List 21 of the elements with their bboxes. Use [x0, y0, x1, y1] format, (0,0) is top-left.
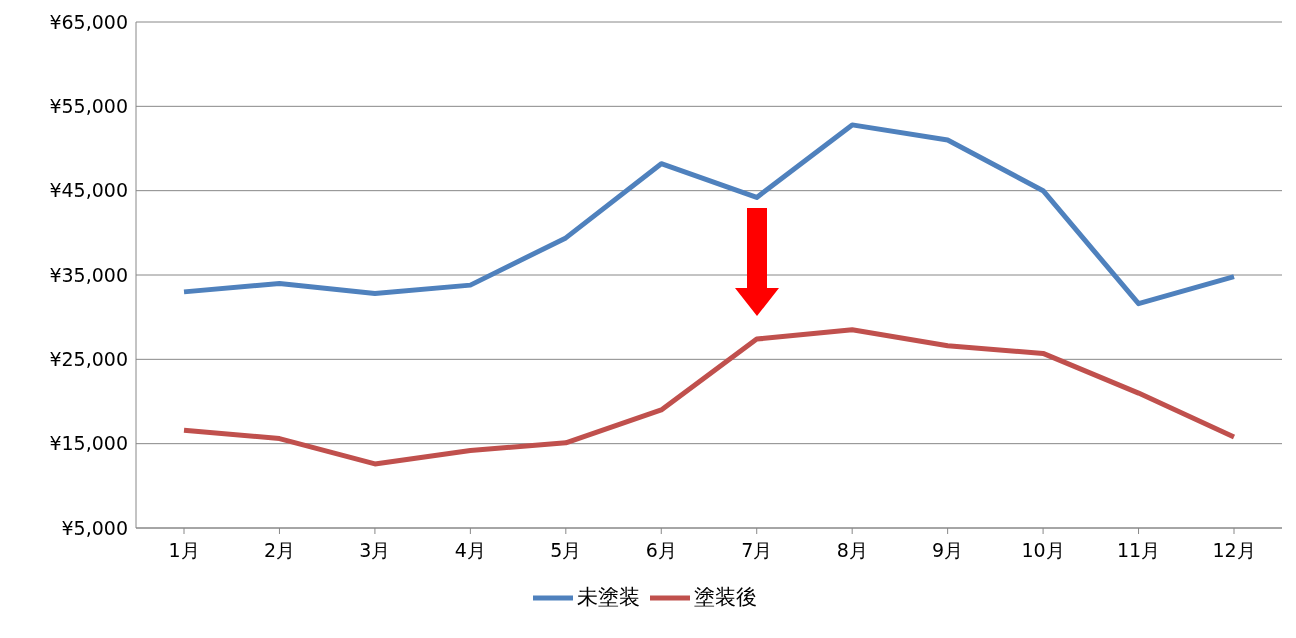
- x-tick-label: 2月: [263, 539, 295, 562]
- x-tick-label: 6月: [645, 539, 677, 562]
- x-tick-label: 5月: [550, 539, 582, 562]
- y-tick-label: ¥35,000: [49, 263, 128, 286]
- x-tick-label: 1月: [168, 539, 200, 562]
- x-tick-label: 9月: [932, 539, 964, 562]
- x-tick-label: 11月: [1116, 539, 1161, 562]
- x-tick-label: 3月: [359, 539, 391, 562]
- x-tick-label: 8月: [836, 539, 868, 562]
- y-tick-label: ¥55,000: [49, 95, 128, 118]
- x-tick-label: 4月: [454, 539, 486, 562]
- x-tick-label: 10月: [1021, 539, 1065, 562]
- y-tick-label: ¥5,000: [61, 516, 128, 539]
- y-tick-label: ¥45,000: [49, 179, 128, 202]
- x-tick-label: 12月: [1212, 539, 1256, 562]
- y-tick-label: ¥65,000: [49, 10, 128, 33]
- legend-label: 塗装後: [694, 585, 757, 609]
- x-tick-label: 7月: [741, 539, 773, 562]
- y-tick-label: ¥25,000: [49, 348, 128, 371]
- y-tick-label: ¥15,000: [49, 432, 128, 455]
- legend-label: 未塗装: [577, 585, 640, 609]
